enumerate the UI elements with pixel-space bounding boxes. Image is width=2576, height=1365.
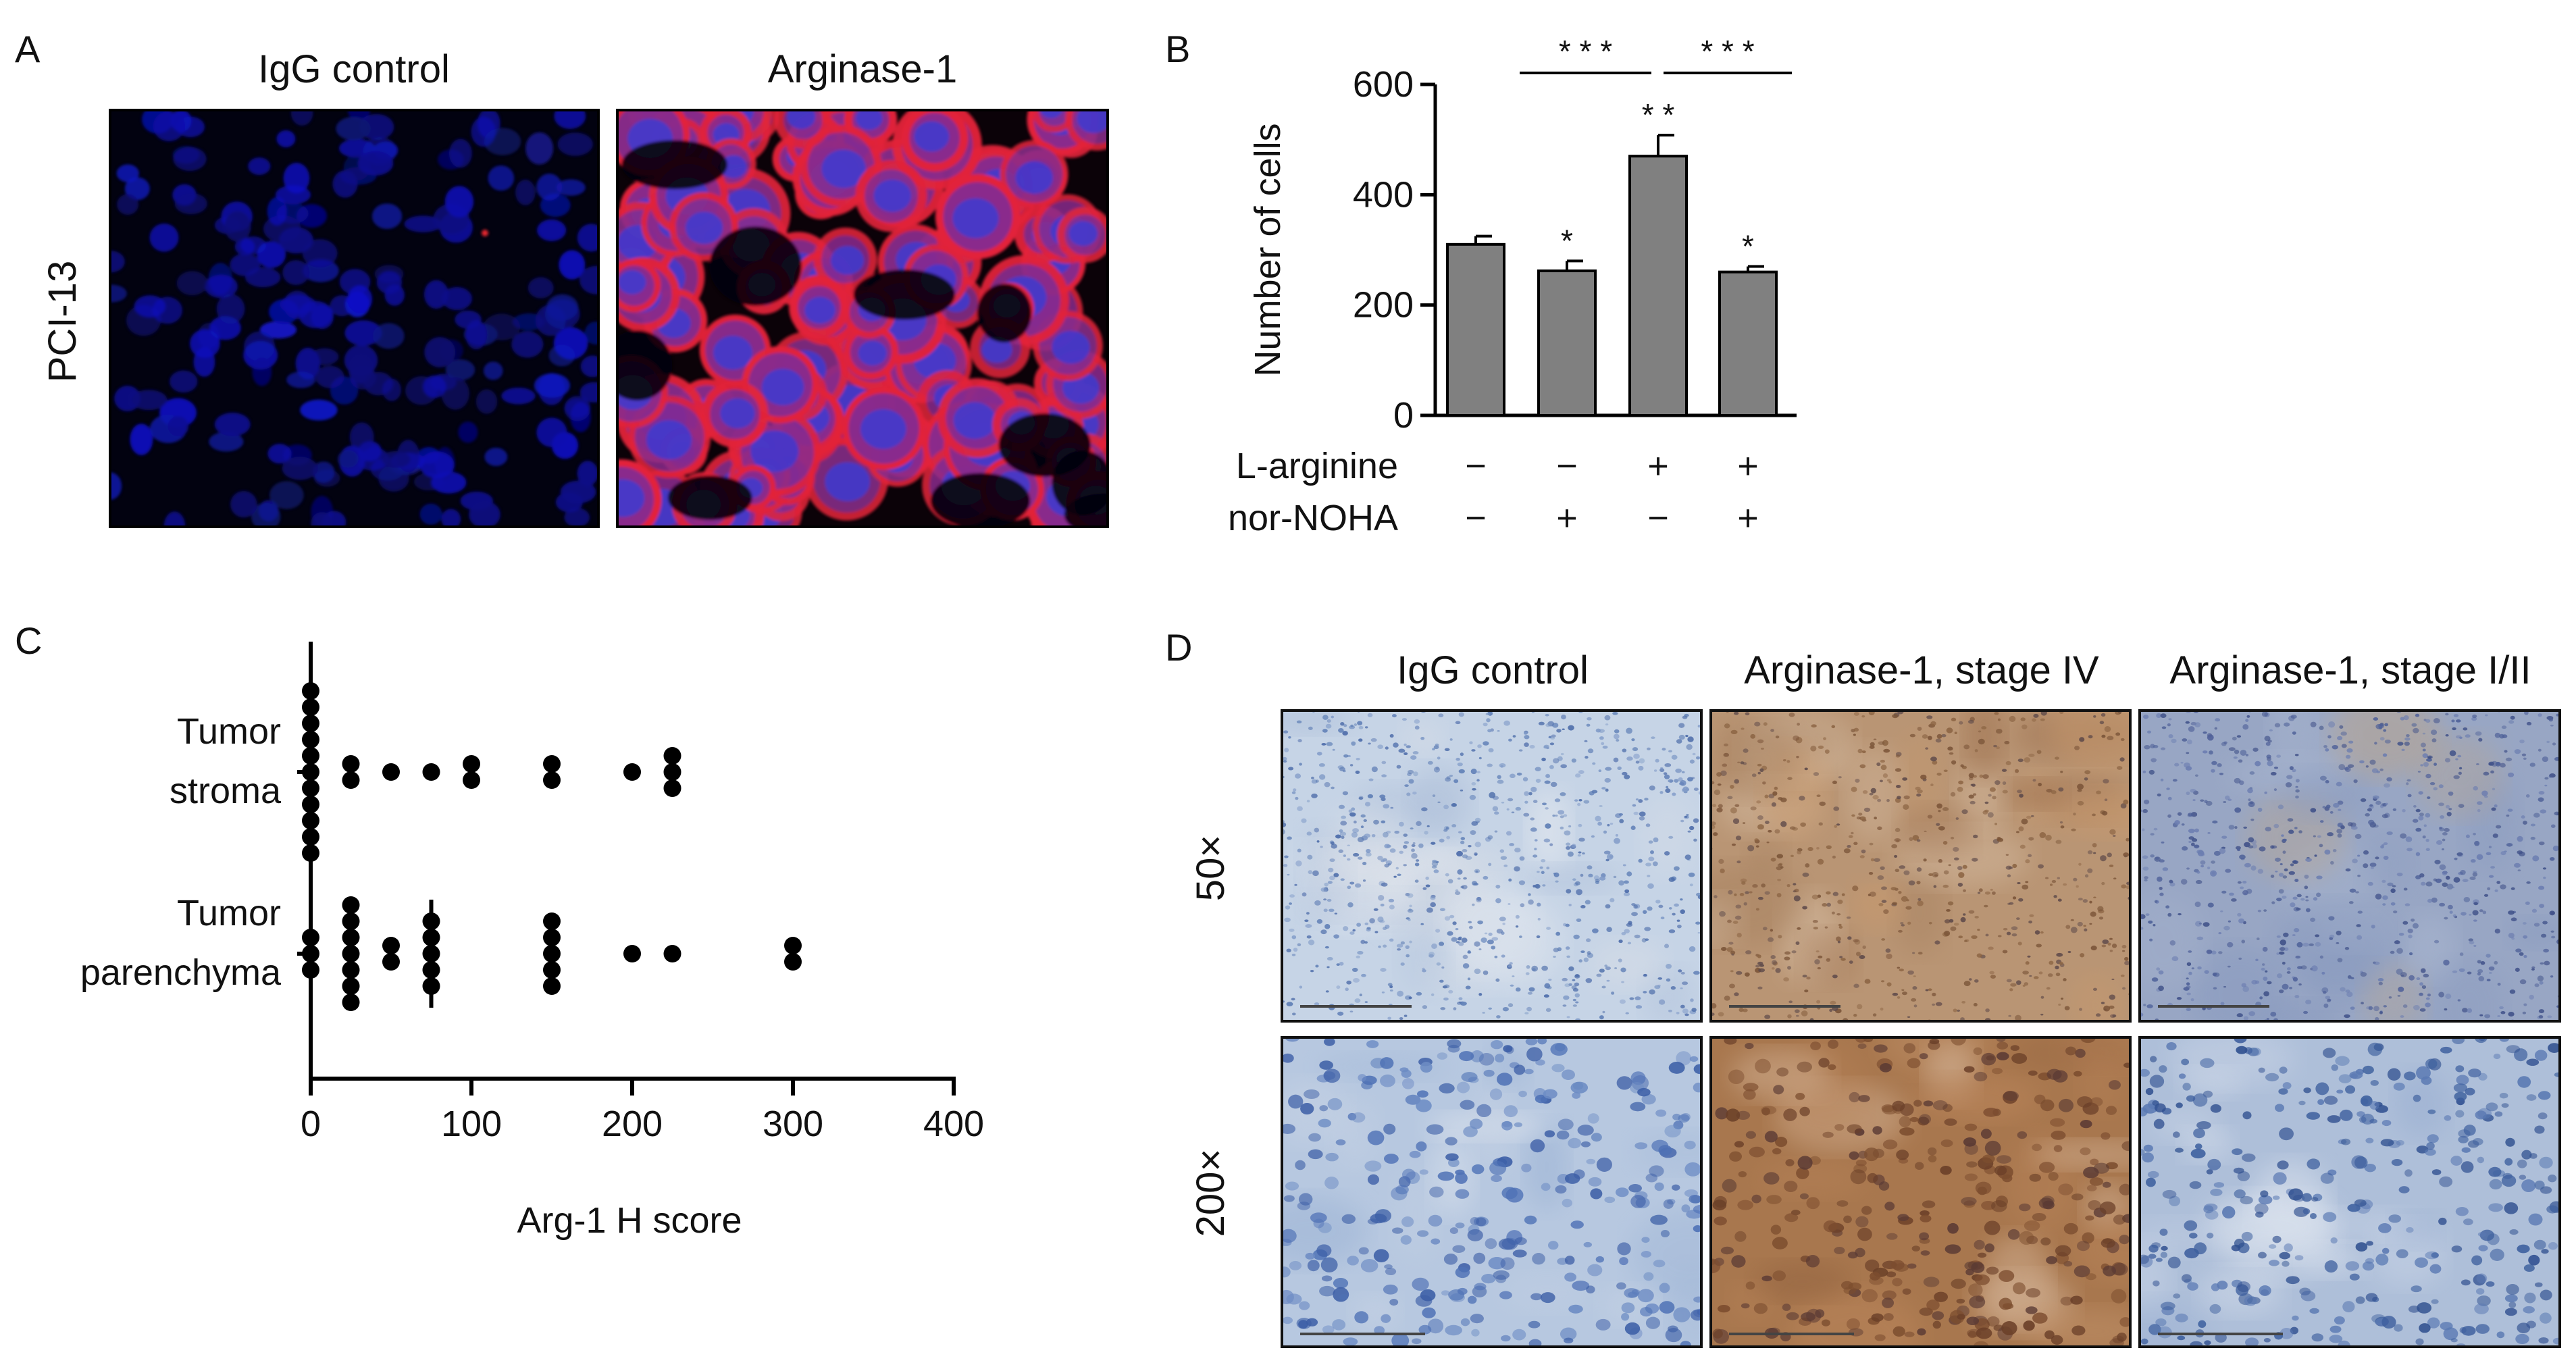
panel-d-image-igg-200x bbox=[1281, 1036, 1703, 1348]
panel-c-letter: C bbox=[15, 619, 42, 662]
panel-c-data-point bbox=[543, 945, 561, 962]
panel-a-image-igg-control bbox=[109, 109, 600, 528]
panel-c-data-point bbox=[342, 961, 360, 979]
panel-c-data-point bbox=[302, 682, 319, 700]
panel-b-bar bbox=[1628, 155, 1688, 417]
panel-a-letter: A bbox=[15, 28, 41, 70]
panel-a-caption-igg: IgG control bbox=[258, 47, 450, 91]
panel-d-letter: D bbox=[1165, 626, 1192, 669]
panel-d-caption-stage-i-ii: Arginase-1, stage I/II bbox=[2169, 648, 2531, 692]
panel-c-x-axis-title: Arg-1 H score bbox=[517, 1200, 742, 1241]
panel-d-caption-igg: IgG control bbox=[1397, 648, 1589, 692]
panel-c-data-point bbox=[302, 929, 319, 946]
panel-c-data-point bbox=[543, 755, 561, 773]
panel-d-image-stage-i-ii-200x bbox=[2138, 1036, 2561, 1348]
panel-c-x-tick-label: 100 bbox=[441, 1104, 502, 1144]
panel-c-data-point bbox=[663, 779, 681, 797]
panel-c-data-point bbox=[342, 945, 360, 962]
panel-c-data-point bbox=[663, 747, 681, 765]
panel-c-data-point bbox=[302, 945, 319, 962]
panel-c-data-point bbox=[342, 755, 360, 773]
panel-d-row-label-50x: 50× bbox=[1189, 835, 1233, 901]
panel-a-caption-arg1: Arginase-1 bbox=[768, 47, 957, 91]
panel-d-image-stage-iv-50x bbox=[1709, 709, 2132, 1023]
panel-c-data-point bbox=[663, 763, 681, 781]
panel-c-data-point bbox=[302, 828, 319, 846]
panel-d-image-igg-50x bbox=[1281, 709, 1703, 1023]
panel-d-caption-stage-iv: Arginase-1, stage IV bbox=[1744, 648, 2099, 692]
panel-c-data-point bbox=[302, 698, 319, 716]
panel-c-data-point bbox=[784, 937, 802, 954]
panel-b-bar bbox=[1446, 242, 1505, 417]
panel-b-condition-sign: + bbox=[1737, 446, 1759, 486]
panel-b-condition-label: L-arginine bbox=[1236, 446, 1398, 486]
panel-b-condition-sign: − bbox=[1647, 498, 1669, 538]
panel-c-data-point bbox=[623, 763, 641, 781]
panel-c-data-point bbox=[543, 912, 561, 930]
panel-a-row-label: PCI-13 bbox=[41, 261, 84, 383]
panel-c-data-point bbox=[663, 945, 681, 962]
panel-c-data-point bbox=[463, 771, 480, 789]
panel-c-data-point bbox=[342, 912, 360, 930]
panel-b-y-axis-title: Number of cells bbox=[1247, 123, 1288, 376]
panel-b-significance-mark: * bbox=[1742, 229, 1754, 264]
panel-c-data-point bbox=[543, 977, 561, 995]
panel-c-data-point bbox=[422, 763, 440, 781]
panel-b-condition-label: nor-NOHA bbox=[1228, 498, 1398, 538]
panel-d-row-label-200x: 200× bbox=[1189, 1149, 1233, 1237]
panel-b-bar bbox=[1537, 269, 1597, 417]
panel-c-category-label: Tumor bbox=[177, 711, 281, 752]
panel-c-x-tick-label: 0 bbox=[301, 1104, 321, 1144]
panel-b-y-tick-label: 200 bbox=[1353, 285, 1414, 326]
panel-c-category-label: parenchyma bbox=[80, 952, 282, 993]
panel-c-data-point bbox=[342, 896, 360, 914]
panel-b-significance-mark: * * bbox=[1642, 97, 1675, 132]
panel-c-data-point bbox=[342, 929, 360, 946]
panel-b-condition-sign: − bbox=[1556, 446, 1578, 486]
panel-b-bar bbox=[1718, 270, 1778, 417]
panel-c-data-point bbox=[784, 953, 802, 971]
panel-b-condition-sign: − bbox=[1465, 498, 1487, 538]
panel-c-data-point bbox=[342, 771, 360, 789]
panel-c-x-tick-label: 400 bbox=[923, 1104, 984, 1144]
panel-c-data-point bbox=[302, 844, 319, 862]
panel-c-dot-plot: 0 100 200 300 400 Arg-1 H score Tumor stroma Tum… bbox=[80, 642, 984, 1241]
panel-b-condition-sign: + bbox=[1647, 446, 1669, 486]
panel-c-data-point bbox=[302, 961, 319, 979]
panel-c-data-point bbox=[342, 994, 360, 1011]
panel-c-data-point bbox=[382, 937, 400, 954]
panel-b-y-tick-label: 600 bbox=[1353, 64, 1414, 105]
panel-b-significance-mark: * bbox=[1561, 223, 1573, 258]
panel-b-condition-sign: + bbox=[1556, 498, 1578, 538]
panel-d-image-stage-iv-200x bbox=[1709, 1036, 2132, 1348]
panel-b-bracket-label: * * * bbox=[1559, 34, 1612, 69]
panel-b-y-tick-label: 400 bbox=[1353, 174, 1414, 215]
panel-c-data-point bbox=[623, 945, 641, 962]
panel-c-data-point bbox=[543, 929, 561, 946]
panel-c-category-label: Tumor bbox=[177, 893, 281, 933]
panel-c-data-point bbox=[543, 771, 561, 789]
panel-c-x-tick-label: 200 bbox=[602, 1104, 663, 1144]
panel-b-condition-sign: − bbox=[1465, 446, 1487, 486]
panel-c-category-label: stroma bbox=[170, 771, 282, 811]
panel-d-image-stage-i-ii-50x bbox=[2138, 709, 2561, 1023]
panel-c-data-point bbox=[382, 953, 400, 971]
panel-b-bar-chart: 0 200 400 600 Number of cells * * * * * * * * * *… bbox=[1228, 34, 1797, 538]
panel-c-data-point bbox=[382, 763, 400, 781]
panel-c-data-point bbox=[342, 977, 360, 995]
panel-b-bracket-label: * * * bbox=[1701, 34, 1754, 69]
panel-b-y-tick-label: 0 bbox=[1393, 395, 1414, 436]
panel-c-data-point bbox=[463, 755, 480, 773]
panel-c-data-point bbox=[543, 961, 561, 979]
panel-c-x-tick-label: 300 bbox=[763, 1104, 823, 1144]
panel-b-letter: B bbox=[1165, 28, 1190, 70]
panel-a-image-arginase-1 bbox=[616, 109, 1109, 528]
panel-b-condition-sign: + bbox=[1737, 498, 1759, 538]
